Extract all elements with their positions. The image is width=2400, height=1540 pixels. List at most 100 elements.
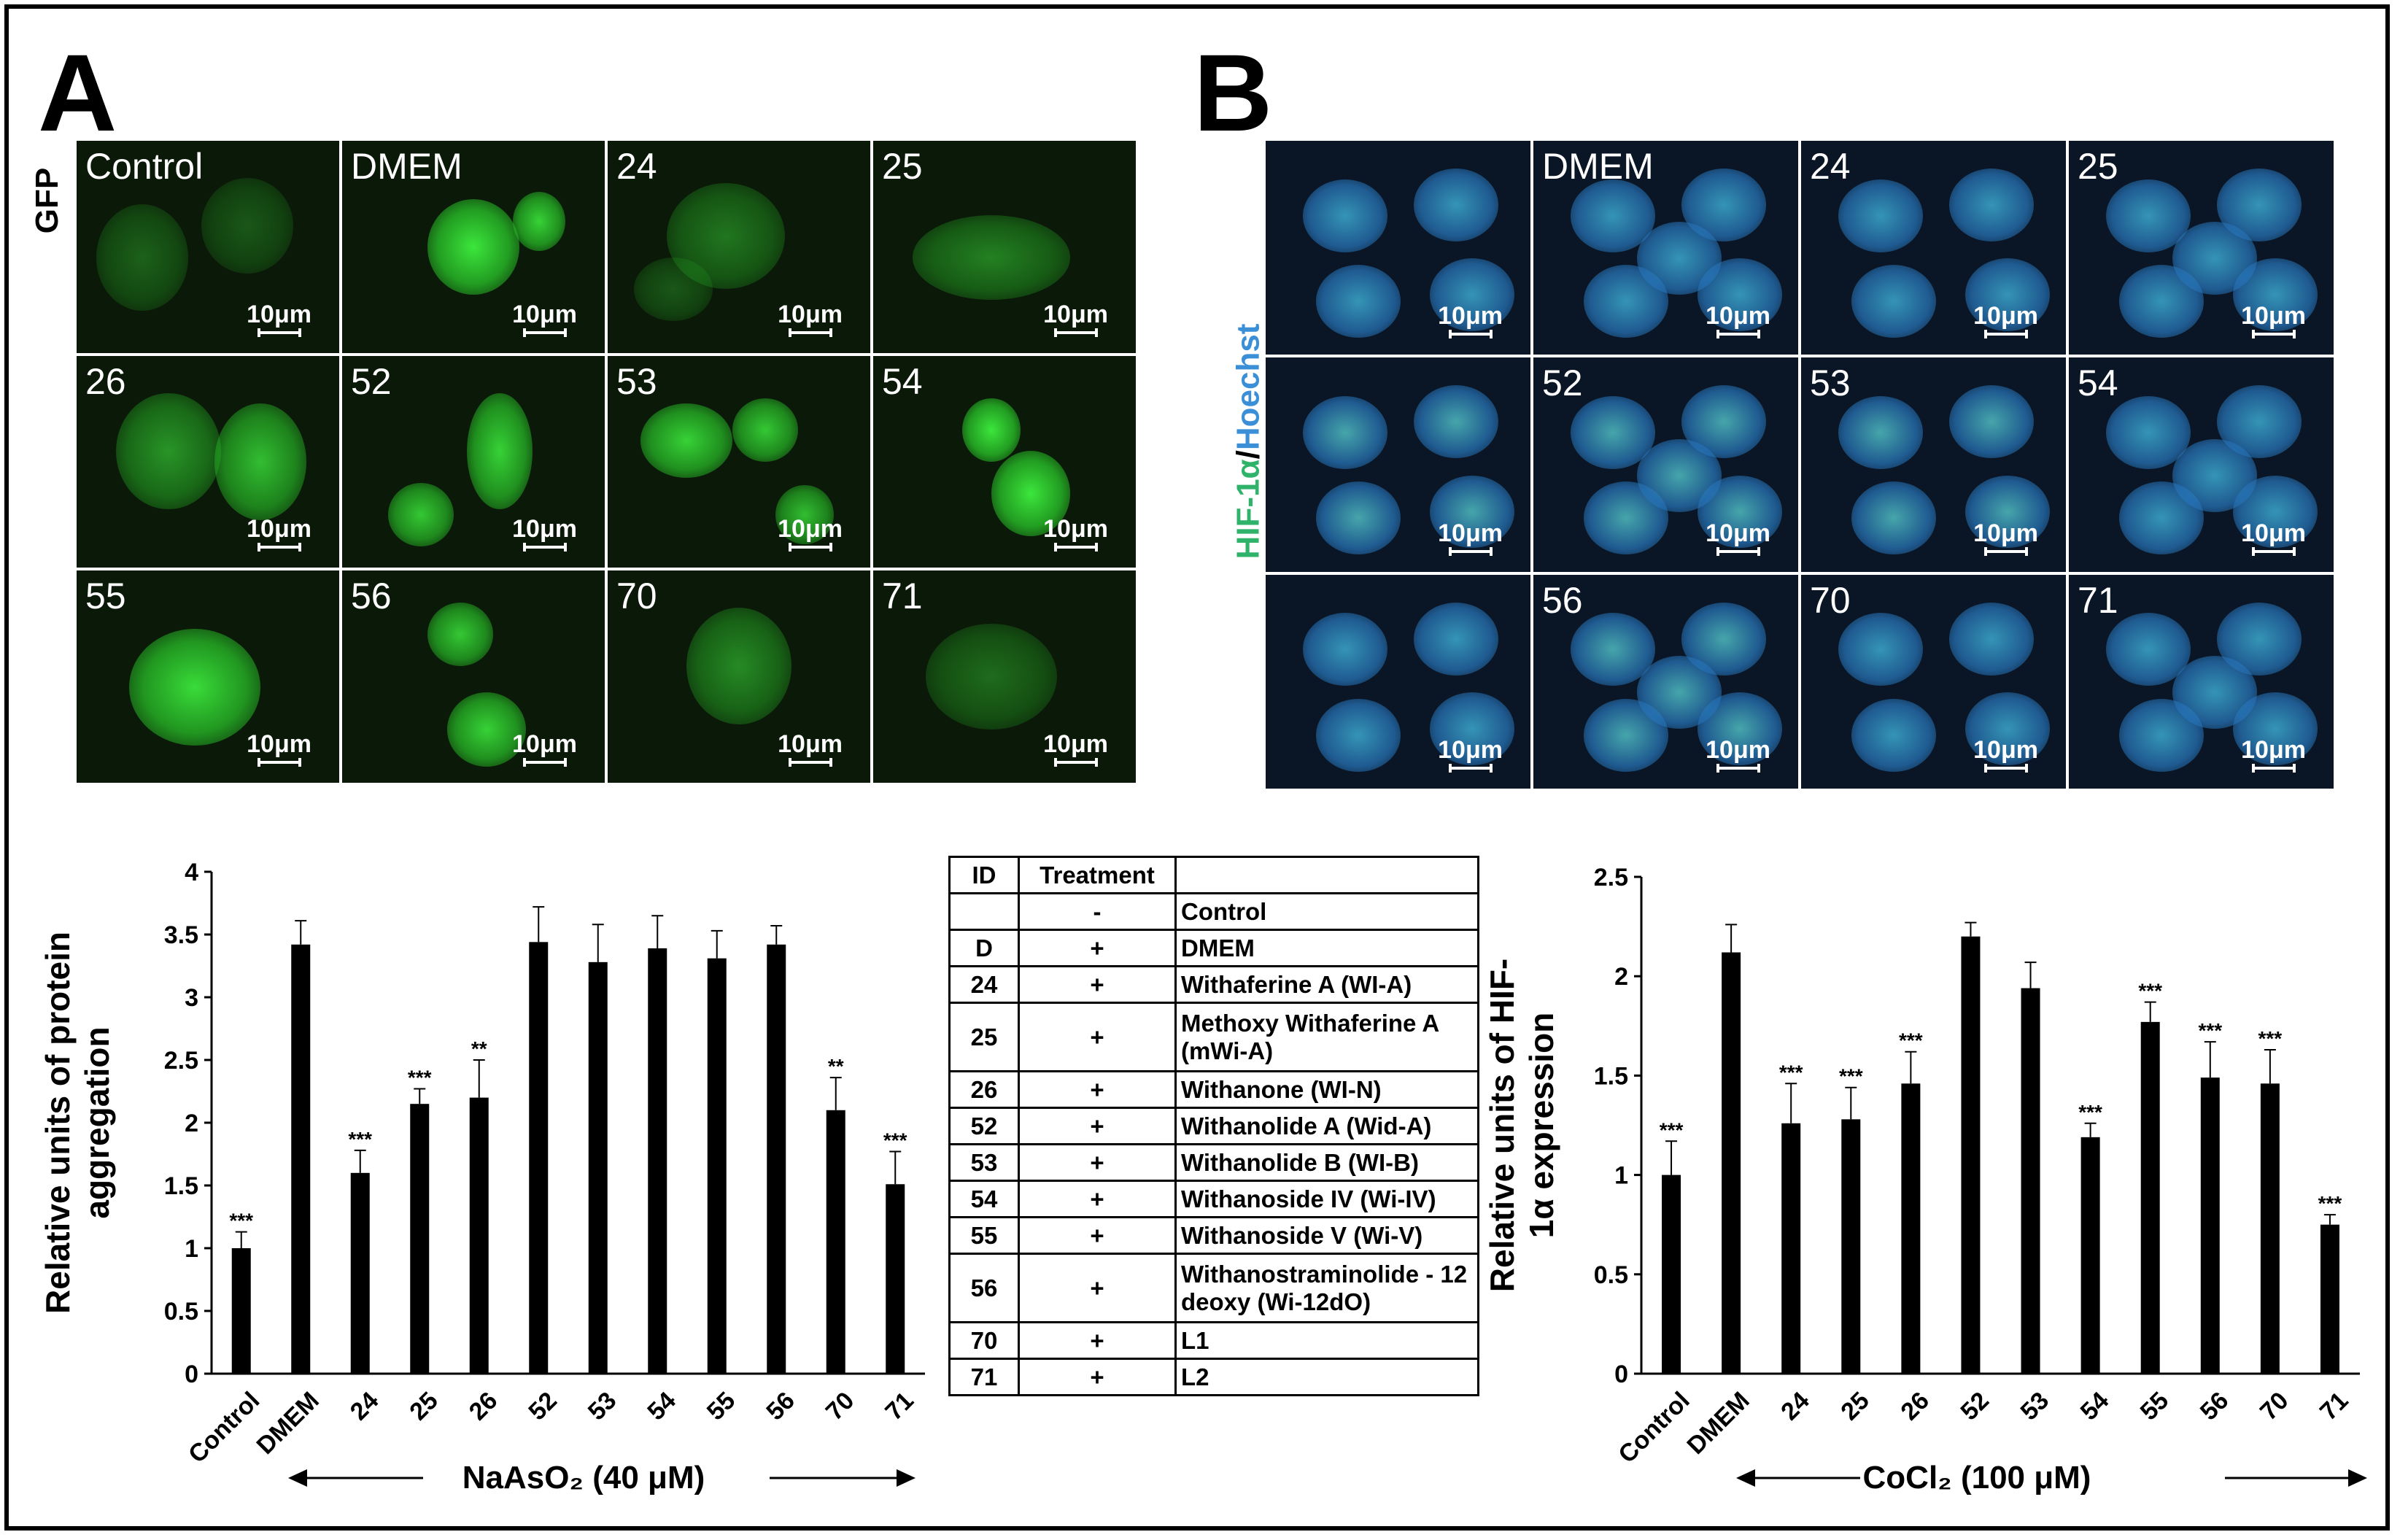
legend-row: 54 + Withanoside IV (Wi-IV)	[948, 1180, 1479, 1218]
x-tick-label: 70	[2255, 1387, 2294, 1426]
micrograph-tile: 70 10μm	[1801, 574, 2066, 789]
legend-row: 24 + Withaferine A (WI-A)	[948, 965, 1479, 1004]
scale-bar: 10μm	[1973, 302, 2038, 339]
tile-label: 24	[1810, 146, 1851, 187]
nucleus-blob	[2172, 656, 2257, 729]
y-tick-label: 2	[1614, 963, 1628, 991]
scale-bar: 10μm	[1973, 521, 2038, 556]
scale-bar-label: 10μm	[247, 300, 311, 328]
legend-treatment: +	[1018, 1070, 1177, 1109]
bar	[1841, 1119, 1861, 1374]
cell-blob	[913, 214, 1070, 300]
nucleus-blob	[1570, 179, 1655, 252]
bar	[1901, 1083, 1921, 1374]
legend-id	[948, 892, 1020, 931]
bar	[648, 948, 667, 1374]
micrograph-tile: 70 10μm	[608, 570, 870, 783]
bar	[767, 944, 786, 1374]
scale-bar: 10μm	[2241, 521, 2306, 556]
legend-id: 25	[948, 1002, 1020, 1072]
legend-treatment: +	[1018, 929, 1177, 967]
scale-bar-line	[1716, 546, 1760, 556]
cell-blob	[214, 403, 306, 520]
protein-aggregation-chart: 0 0.5 1 1.5 2 2.5 3 3.5 4 Relative units of prote…	[39, 859, 925, 1495]
legend-row: - Control	[948, 892, 1479, 931]
figure-frame	[4, 4, 2390, 1531]
legend-id: 24	[948, 965, 1020, 1004]
scale-bar-label: 10μm	[778, 730, 843, 758]
legend-row: 70 + L1	[948, 1321, 1479, 1360]
tile-label: 56	[1542, 579, 1583, 621]
scale-bar-line	[522, 543, 567, 552]
left-arrow-head	[288, 1469, 307, 1487]
x-tick-label: 71	[880, 1387, 919, 1426]
nucleus-blob	[2105, 396, 2191, 469]
hif-hoechst-side-label: HIF-1α/Hoechst	[1230, 324, 1266, 560]
cell-blob	[513, 191, 565, 252]
bar	[231, 1248, 251, 1374]
y-tick-label: 0	[1614, 1361, 1628, 1388]
tile-label: 70	[1810, 579, 1851, 621]
hif-image-grid: 10μm DMEM 10μm 24 10μm 25 10μm 10μm 52 10μm 53 10μm…	[1266, 141, 2334, 789]
y-axis-label-line1: Relative units of HIF-	[1483, 959, 1521, 1292]
cell-blob	[388, 483, 454, 547]
nucleus-blob	[1838, 613, 1923, 686]
legend-name: Withanoside V (Wi-V)	[1174, 1216, 1479, 1255]
micrograph-tile: 26 10μm	[77, 355, 339, 568]
scale-bar-label: 10μm	[1973, 519, 2038, 547]
legend-name: Withaferine A (WI-A)	[1174, 965, 1479, 1004]
scale-bar-line	[1716, 763, 1760, 773]
x-tick-label: 26	[464, 1387, 503, 1426]
micrograph-tile: 10μm	[1266, 141, 1530, 355]
cell-blob	[447, 692, 526, 767]
significance-marker: ***	[1839, 1065, 1863, 1088]
x-tick-label: 26	[1895, 1387, 1935, 1426]
scale-bar-line	[1053, 757, 1098, 767]
tile-label: 26	[85, 360, 126, 402]
hif-label: HIF-1α	[1230, 459, 1266, 560]
legend-treatment: -	[1018, 892, 1177, 931]
scale-bar-label: 10μm	[1973, 302, 2038, 330]
legend-treatment: +	[1018, 1143, 1177, 1182]
y-tick-label: 2.5	[164, 1047, 198, 1075]
scale-bar-line	[522, 757, 567, 767]
x-tick-label: 25	[1835, 1387, 1875, 1426]
y-tick-label: 0	[185, 1361, 198, 1388]
nucleus-blob	[1965, 258, 2051, 332]
scale-bar-line	[1448, 763, 1493, 773]
legend-name: Withanolide A (Wid-A)	[1174, 1107, 1479, 1145]
legend-id: 71	[948, 1358, 1020, 1396]
nucleus-blob	[1838, 396, 1923, 469]
micrograph-tile: 71 10μm	[2069, 574, 2334, 789]
legend-header-row: ID Treatment	[948, 856, 1479, 894]
right-arrow-head	[897, 1469, 916, 1487]
scale-bar-line	[1983, 330, 2028, 339]
bar	[1961, 936, 1981, 1374]
nucleus-blob	[1315, 698, 1401, 772]
legend-row: 56 + Withanostraminolide - 12 deoxy (Wi-12…	[948, 1253, 1479, 1323]
tile-label: 24	[616, 146, 657, 187]
scale-bar: 10μm	[1438, 521, 1503, 556]
tile-label: 71	[882, 576, 923, 617]
legend-row: 25 + Methoxy Withaferine A (mWi-A)	[948, 1002, 1479, 1072]
micrograph-tile: Control 10μm	[77, 141, 339, 353]
scale-bar-label: 10μm	[512, 730, 577, 758]
scale-bar: 10μm	[1706, 738, 1770, 773]
scale-bar-line	[1983, 546, 2028, 556]
significance-marker: ***	[2198, 1019, 2222, 1042]
scale-bar-label: 10μm	[512, 515, 577, 543]
cell-blob	[732, 398, 798, 462]
bar	[2140, 1021, 2160, 1374]
bar	[826, 1110, 845, 1374]
y-axis-label-line2: aggregation	[78, 1026, 116, 1218]
legend-row: 26 + Withanone (WI-N)	[948, 1070, 1479, 1109]
x-tick-label: 54	[642, 1387, 681, 1426]
y-tick-label: 1.5	[1594, 1062, 1628, 1090]
y-tick-label: 0.5	[164, 1298, 198, 1326]
scale-bar-line	[257, 757, 301, 767]
legend-name: L1	[1174, 1321, 1479, 1360]
right-arrow-head	[2348, 1469, 2367, 1487]
scale-bar-line	[1053, 543, 1098, 552]
legend-treatment: +	[1018, 1107, 1177, 1145]
hoechst-label: Hoechst	[1230, 323, 1266, 451]
